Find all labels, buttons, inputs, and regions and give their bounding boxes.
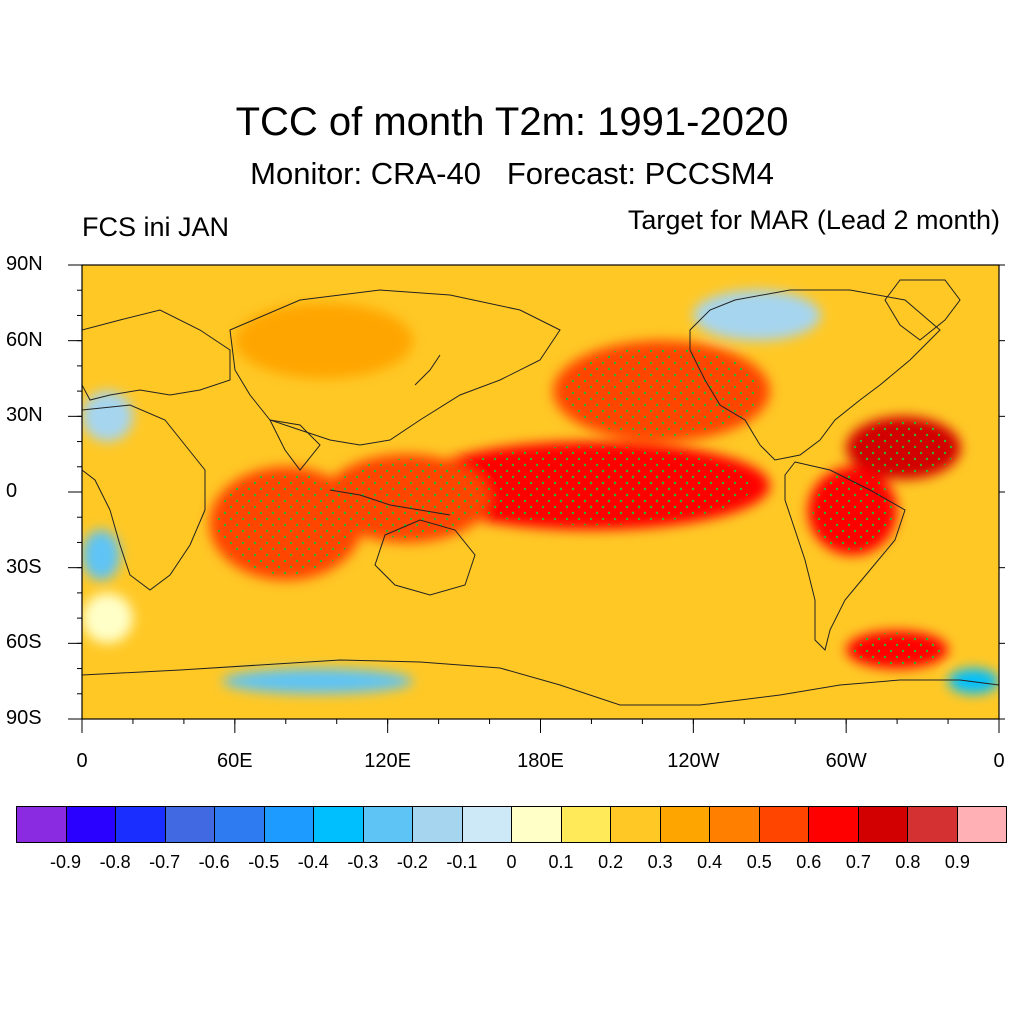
lon-label: 60E	[217, 750, 253, 772]
colorbar-label: -0.7	[149, 852, 181, 872]
lat-label: 90N	[6, 253, 43, 275]
india-outline	[269, 419, 321, 471]
stipple-amazon	[812, 471, 893, 551]
colorbar-label: -0.8	[99, 852, 131, 872]
colorbar-box	[561, 807, 611, 842]
lon-label: 0	[76, 750, 88, 772]
colorbar-box	[363, 807, 413, 842]
colorbar-label: -0.2	[396, 852, 428, 872]
chart-subtitle: Monitor: CRA-40 Forecast: PCCSM4	[250, 156, 774, 191]
region-antarctica-west	[222, 668, 414, 694]
lon-label: 60W	[825, 750, 867, 772]
colorbar-box	[611, 807, 661, 842]
asia-outline	[229, 289, 561, 446]
stipple-tropical-atlantic-north	[851, 419, 956, 477]
colorbar-box	[66, 807, 116, 842]
colorbar-label: -0.6	[198, 852, 230, 872]
coastlines	[82, 279, 999, 706]
colorbar-label: -0.1	[446, 852, 478, 872]
colorbar-label: 0.8	[895, 852, 921, 872]
region-antarctica-east	[948, 668, 999, 694]
init-label: FCS ini JAN	[82, 212, 230, 242]
colorbar-box	[215, 807, 265, 842]
colorbar-box	[116, 807, 166, 842]
lat-label: 0	[6, 480, 18, 502]
lon-label: 180E	[517, 750, 564, 772]
region-west-africa-coast	[82, 529, 121, 581]
japan-outline	[414, 354, 441, 386]
africa-outline	[82, 404, 206, 591]
lat-label: 90S	[6, 707, 42, 729]
region-north-atlantic-west	[82, 391, 133, 442]
colorbar-box	[908, 807, 958, 842]
colorbar-box	[660, 807, 710, 842]
antarctica-outline	[82, 659, 999, 706]
colorbar-box	[165, 807, 215, 842]
north-america-outline	[689, 289, 941, 461]
stipple-north-pacific	[564, 345, 759, 437]
colorbar-box	[17, 807, 67, 842]
chart-title: TCC of month T2m: 1991-2020	[235, 100, 789, 144]
map-field	[82, 265, 999, 719]
south-america-outline	[784, 461, 906, 651]
colorbar-label: 0.6	[796, 852, 822, 872]
colorbar-box	[413, 807, 463, 842]
colorbar-label: 0.3	[647, 852, 673, 872]
colorbar-label: 0.1	[548, 852, 574, 872]
colorbar-box	[512, 807, 562, 842]
colorbar-box	[759, 807, 809, 842]
stipple-maritime-continent	[332, 458, 482, 539]
axis-ticks	[68, 264, 1005, 733]
colorbar-box	[957, 807, 1006, 842]
colorbar-label: 0.4	[697, 852, 723, 872]
indonesia-outline	[329, 489, 451, 516]
lat-label: 60N	[6, 328, 43, 351]
stipple-southern-ocean-atlantic	[851, 632, 943, 667]
colorbar-box	[710, 807, 760, 842]
region-east-africa-south-atlantic	[82, 592, 133, 644]
colorbar-label: 0.5	[746, 852, 772, 872]
significance-stippling	[217, 345, 956, 667]
lon-label: 120E	[364, 750, 412, 772]
colorbar-label: -0.4	[297, 852, 329, 872]
lat-label: 30S	[6, 555, 42, 578]
region-arctic-canada	[693, 290, 821, 341]
colorbar-label: -0.3	[347, 852, 379, 872]
colorbar-box	[809, 807, 859, 842]
stipple-tropical-pacific-band	[430, 445, 752, 526]
colorbar-label: -0.9	[50, 852, 82, 872]
greenland-outline	[884, 279, 961, 341]
colorbar-box	[858, 807, 908, 842]
australia-outline	[374, 519, 476, 596]
colorbar-label: -0.5	[248, 852, 280, 872]
lon-label: 0	[993, 750, 1005, 772]
colorbar-box	[264, 807, 314, 842]
colorbar-label: 0.2	[598, 852, 624, 872]
colorbar-box	[314, 807, 364, 842]
target-label: Target for MAR (Lead 2 month)	[627, 205, 1000, 235]
colorbar-label: 0.9	[944, 852, 970, 872]
colorbar	[16, 806, 1007, 843]
lon-label: 120W	[667, 750, 720, 772]
colorbar-label: 0.7	[845, 852, 871, 872]
lat-label: 60S	[6, 631, 42, 654]
europe-outline	[82, 309, 231, 401]
colorbar-box	[462, 807, 512, 842]
lat-label: 30N	[6, 404, 43, 427]
colorbar-label: 0	[506, 852, 517, 872]
stipple-indian-ocean	[217, 472, 355, 575]
region-eurasia-north	[234, 302, 414, 379]
